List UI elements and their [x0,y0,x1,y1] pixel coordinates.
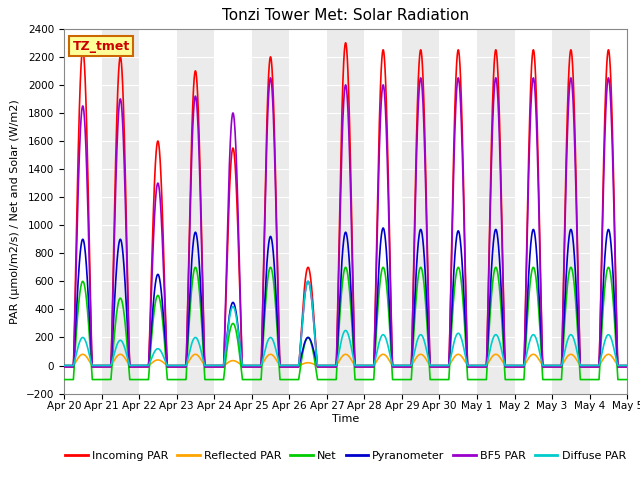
Pyranometer [326,363,334,369]
Bar [440,29,477,394]
Incoming PAR [593,364,600,370]
Reflected PAR [593,363,600,369]
Diffuse PAR [327,363,335,369]
Text: TZ_tmet: TZ_tmet [72,40,130,53]
BF5 PAR [326,364,334,370]
Net [252,377,259,383]
BF5 PAR [488,156,495,162]
Diffuse PAR [488,340,495,346]
Bar [289,29,327,394]
Diffuse PAR [472,363,479,369]
Pyranometer [488,264,495,269]
Bar [177,29,214,394]
Pyranometer [472,363,479,369]
Incoming PAR [488,133,495,139]
Diffuse PAR [623,363,631,369]
Bar [589,29,627,394]
BF5 PAR [472,364,479,370]
Net [326,377,334,383]
BF5 PAR [252,364,259,370]
Net [600,300,607,306]
Reflected PAR [327,363,335,369]
Incoming PAR [252,364,259,370]
Bar [477,29,515,394]
BF5 PAR [605,75,612,81]
Line: Reflected PAR: Reflected PAR [64,354,627,366]
Bar [102,29,139,394]
Pyranometer [600,276,607,282]
Bar [515,29,552,394]
Pyranometer [252,363,259,369]
Legend: Incoming PAR, Reflected PAR, Net, Pyranometer, BF5 PAR, Diffuse PAR: Incoming PAR, Reflected PAR, Net, Pyrano… [61,446,630,466]
Net [472,377,479,383]
Net [623,377,631,383]
Net [605,264,612,270]
Bar [139,29,177,394]
Reflected PAR [252,363,259,369]
Incoming PAR [600,162,607,168]
Diffuse PAR [60,363,68,369]
Incoming PAR [60,364,68,370]
Pyranometer [60,363,68,369]
Bar [252,29,289,394]
Bar [552,29,589,394]
Incoming PAR [342,40,349,46]
Reflected PAR [60,363,68,369]
Diffuse PAR [593,363,600,369]
Line: BF5 PAR: BF5 PAR [64,78,627,367]
BF5 PAR [600,182,607,188]
Line: Net: Net [64,267,627,380]
Reflected PAR [623,363,631,369]
Diffuse PAR [304,278,312,284]
Bar [364,29,402,394]
Bar [402,29,440,394]
Net [593,377,600,383]
Pyranometer [623,363,631,369]
Diffuse PAR [600,343,607,348]
Incoming PAR [326,364,334,370]
BF5 PAR [60,364,68,370]
Reflected PAR [488,355,495,360]
Bar [64,29,102,394]
Pyranometer [380,225,387,231]
X-axis label: Time: Time [332,414,359,424]
Reflected PAR [472,363,479,369]
Pyranometer [593,363,600,369]
Line: Pyranometer: Pyranometer [64,228,627,366]
Line: Incoming PAR: Incoming PAR [64,43,627,367]
Net [60,377,68,383]
Y-axis label: PAR (μmol/m2/s) / Net and Solar (W/m2): PAR (μmol/m2/s) / Net and Solar (W/m2) [10,99,20,324]
Incoming PAR [623,364,631,370]
Line: Diffuse PAR: Diffuse PAR [64,281,627,366]
BF5 PAR [593,364,600,370]
Bar [214,29,252,394]
Net [488,291,495,297]
BF5 PAR [623,364,631,370]
Incoming PAR [472,364,479,370]
Reflected PAR [600,356,607,361]
Diffuse PAR [252,363,259,369]
Bar [327,29,364,394]
Title: Tonzi Tower Met: Solar Radiation: Tonzi Tower Met: Solar Radiation [222,9,469,24]
Reflected PAR [79,351,86,357]
